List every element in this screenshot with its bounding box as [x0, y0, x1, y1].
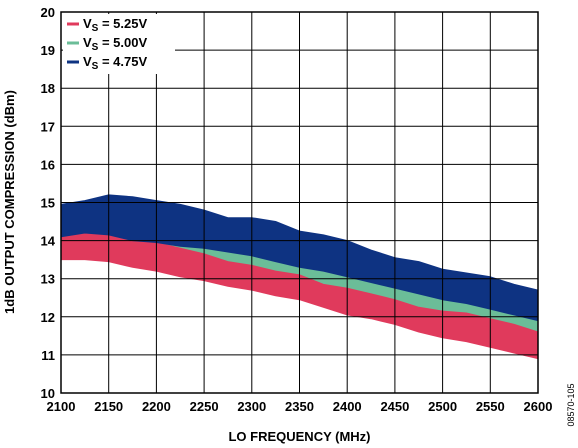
y-tick-label: 13 [41, 272, 55, 287]
figure-code: 08570-105 [566, 383, 576, 426]
y-tick-label: 18 [41, 81, 55, 96]
x-tick-labels: 2100 2150 2200 2250 2300 2350 2400 2450 2500 2550… [47, 399, 553, 414]
y-tick-label: 14 [41, 234, 56, 249]
y-axis-title: 1dB OUTPUT COMPRESSION (dBm) [2, 90, 17, 314]
y-tick-label: 16 [41, 157, 55, 172]
x-tick-label: 2350 [285, 399, 314, 414]
x-tick-label: 2450 [380, 399, 409, 414]
x-tick-label: 2600 [524, 399, 553, 414]
x-tick-label: 2250 [190, 399, 219, 414]
y-tick-label: 20 [41, 5, 55, 20]
x-axis-title: LO FREQUENCY (MHz) [228, 429, 370, 444]
x-tick-label: 2300 [237, 399, 266, 414]
plot-frame [60, 11, 539, 394]
y-tick-label: 10 [41, 386, 55, 401]
y-tick-labels: 10 11 12 13 14 15 16 17 18 19 20 [41, 5, 56, 401]
y-tick-label: 12 [41, 310, 55, 325]
x-tick-label: 2550 [476, 399, 505, 414]
legend-entry: VS = 5.25V [83, 16, 147, 34]
legend-background [63, 14, 175, 74]
y-tick-label: 11 [41, 348, 55, 363]
legend-entry: VS = 4.75V [83, 54, 147, 72]
y-tick-label: 19 [41, 43, 55, 58]
x-tick-label: 2150 [94, 399, 123, 414]
y-tick-label: 15 [41, 196, 55, 211]
x-tick-label: 2500 [428, 399, 457, 414]
x-tick-label: 2400 [333, 399, 362, 414]
x-tick-label: 2100 [47, 399, 76, 414]
legend-entry: VS = 5.00V [83, 35, 147, 53]
x-tick-label: 2200 [142, 399, 171, 414]
y-tick-label: 17 [41, 119, 55, 134]
